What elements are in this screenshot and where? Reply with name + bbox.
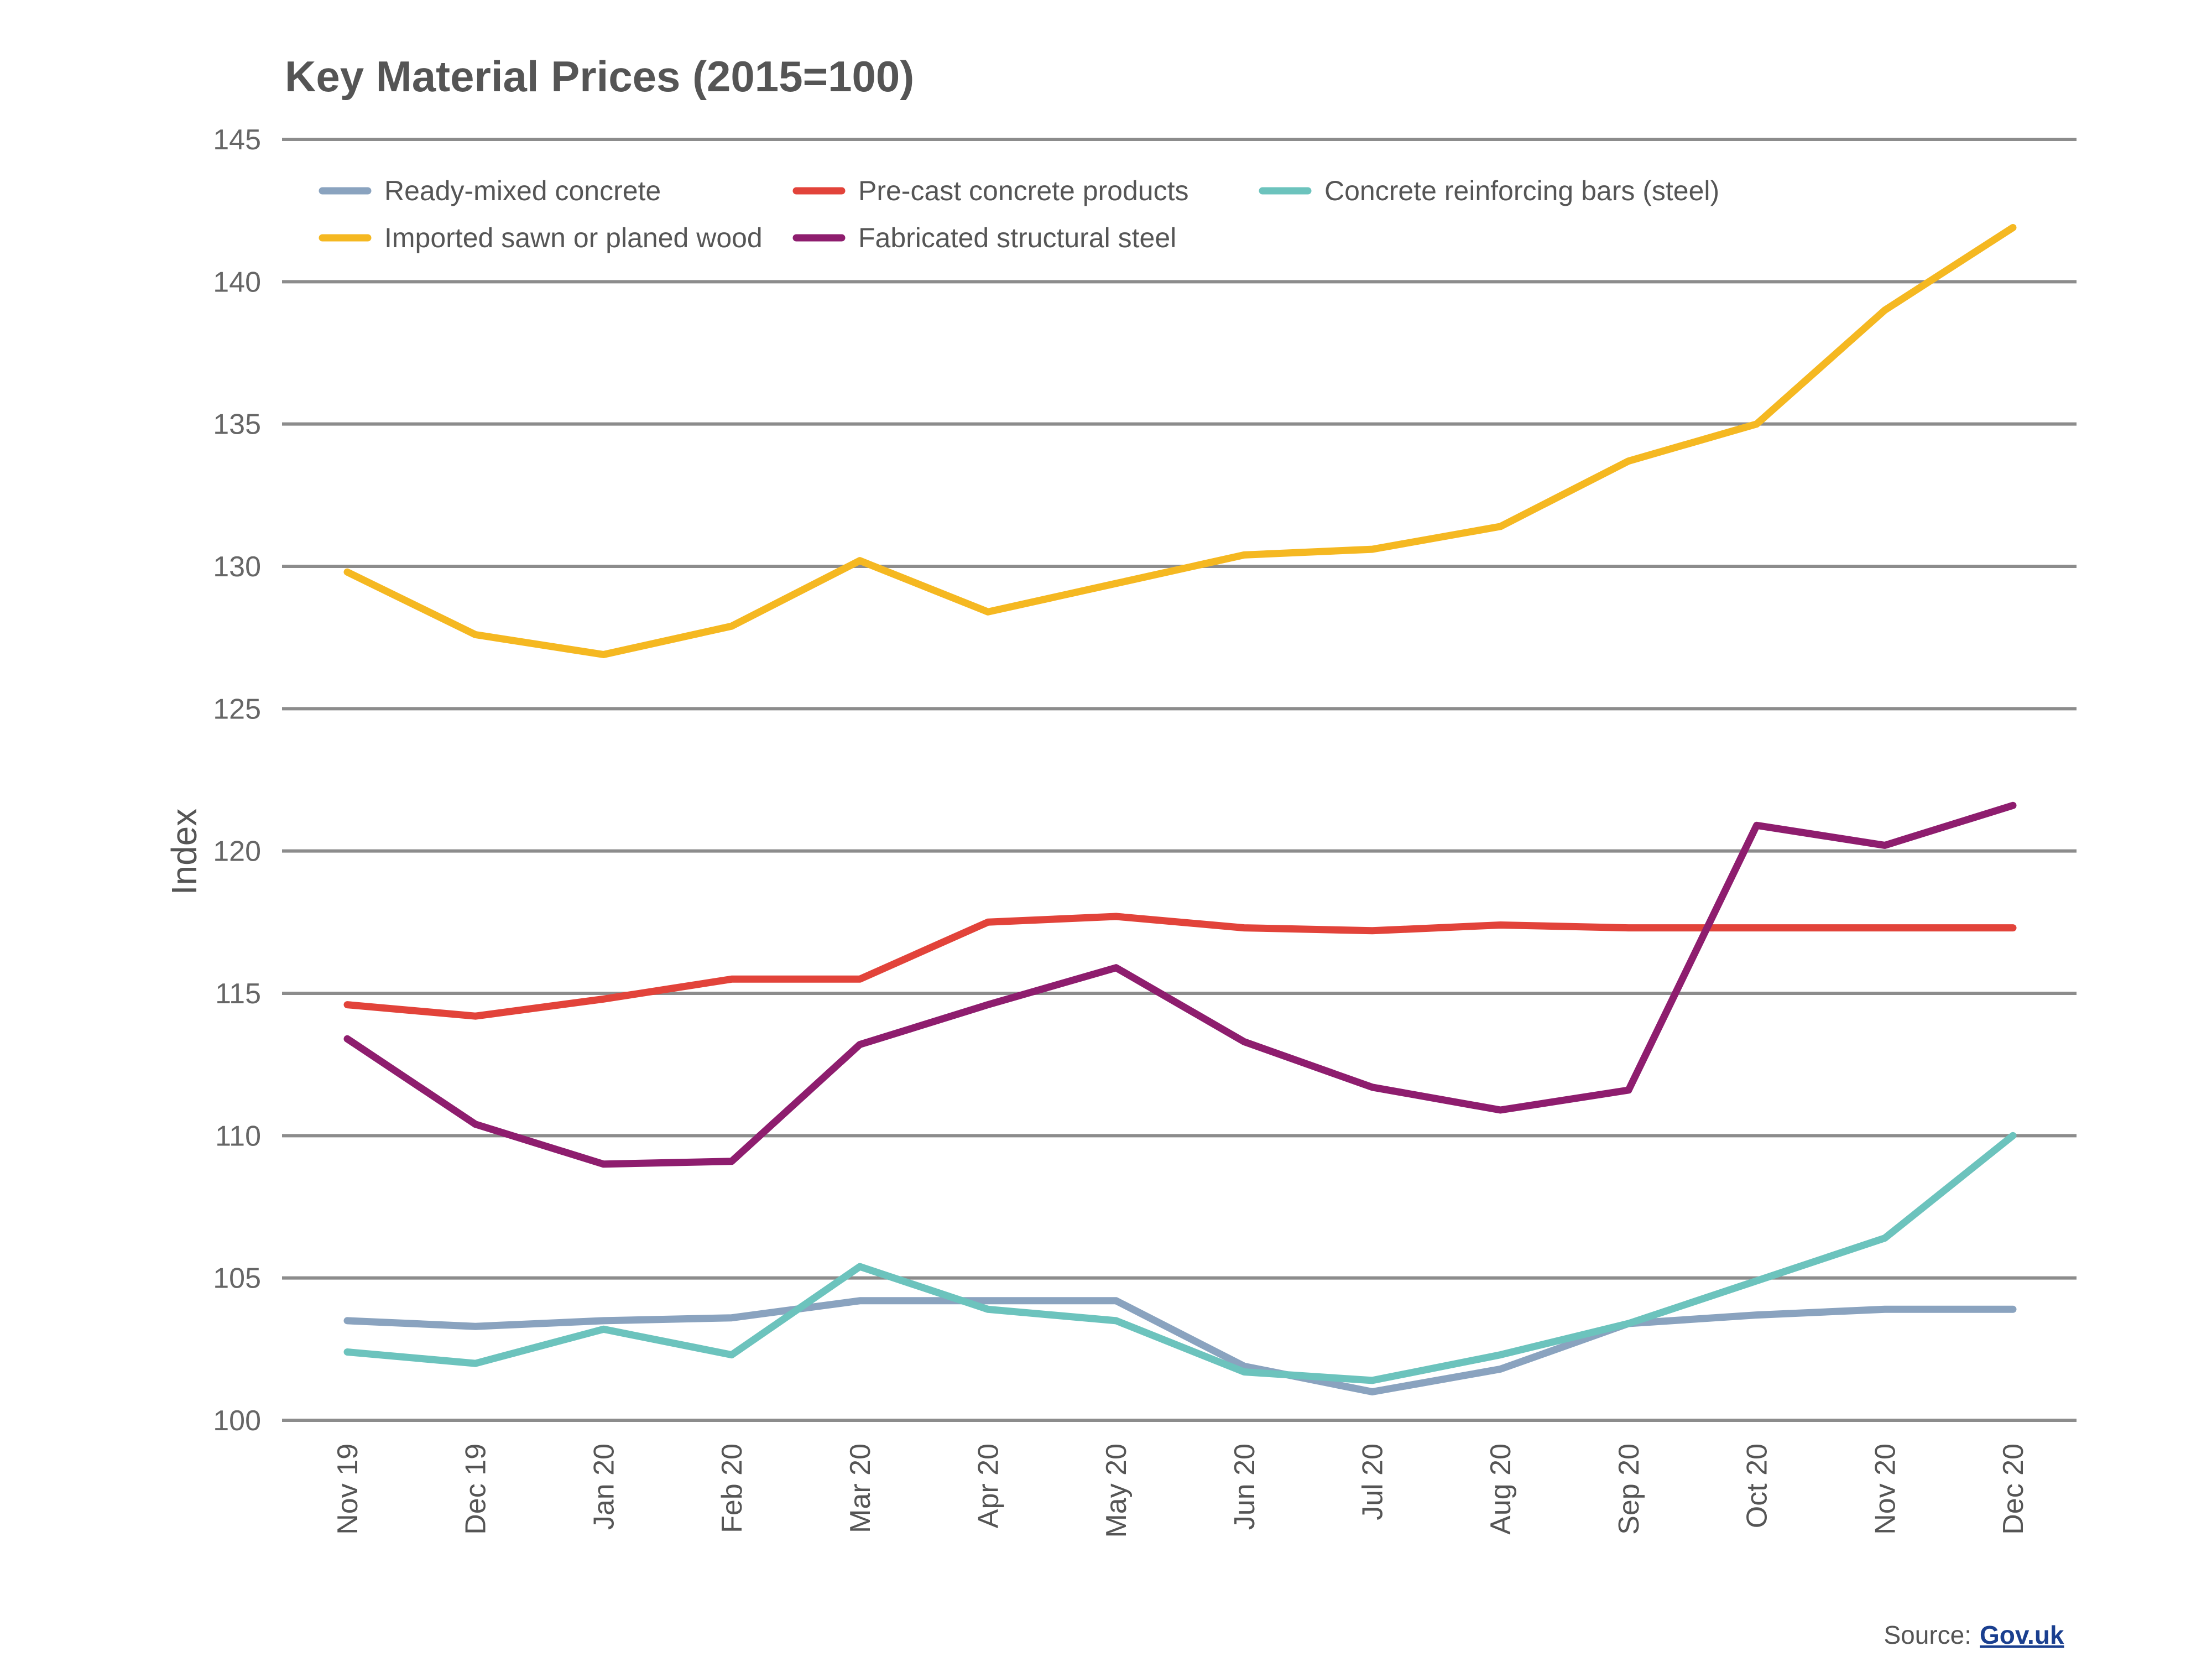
x-tick-label: Mar 20	[844, 1444, 877, 1533]
y-tick-label: 130	[213, 551, 261, 583]
legend-label: Imported sawn or planed wood	[384, 222, 763, 253]
source-label: Source:	[1884, 1621, 1971, 1649]
legend-item: Imported sawn or planed wood	[319, 222, 763, 253]
series-line-4	[343, 801, 2017, 1168]
y-axis-ticks: 100 105 110 115 120 125 130 135 140 145	[213, 124, 261, 1437]
y-tick-label: 105	[213, 1263, 261, 1295]
legend-item: Ready-mixed concrete	[319, 175, 661, 206]
y-tick-label: 140	[213, 266, 261, 298]
y-tick-label: 110	[215, 1120, 261, 1152]
x-tick-label: Dec 19	[460, 1444, 492, 1535]
x-tick-label: Apr 20	[972, 1444, 1004, 1528]
legend-item: Concrete reinforcing bars (steel)	[1259, 175, 1719, 206]
legend-label: Ready-mixed concrete	[384, 175, 661, 206]
legend-label: Fabricated structural steel	[858, 222, 1176, 253]
y-tick-label: 145	[213, 124, 261, 156]
series-line-1	[343, 913, 2017, 1020]
x-tick-label: Aug 20	[1485, 1444, 1517, 1535]
legend-item: Pre-cast concrete products	[792, 175, 1189, 206]
x-tick-label: Nov 19	[332, 1444, 364, 1535]
legend-label: Concrete reinforcing bars (steel)	[1324, 175, 1719, 206]
series-line-3	[343, 224, 2017, 658]
x-tick-label: Oct 20	[1741, 1444, 1773, 1528]
x-tick-label: Dec 20	[1997, 1444, 2030, 1535]
y-tick-label: 100	[213, 1405, 261, 1437]
source-link[interactable]: Gov.uk	[1980, 1621, 2064, 1649]
x-tick-label: Jan 20	[588, 1444, 620, 1530]
legend-item: Fabricated structural steel	[792, 222, 1176, 253]
y-axis-label: Index	[164, 809, 204, 895]
x-axis-ticks: Nov 19 Dec 19 Jan 20 Feb 20 Mar 20 Apr 20 May …	[332, 1444, 2030, 1538]
x-tick-label: Jun 20	[1229, 1444, 1261, 1530]
y-tick-label: 115	[215, 978, 261, 1010]
y-tick-label: 120	[213, 836, 261, 868]
y-tick-label: 125	[213, 693, 261, 725]
gridlines	[282, 138, 2077, 1422]
chart-title: Key Material Prices (2015=100)	[285, 52, 914, 101]
series-line-2	[343, 1132, 2017, 1384]
x-tick-label: Feb 20	[716, 1444, 748, 1533]
x-tick-label: Nov 20	[1869, 1444, 1901, 1535]
x-tick-label: May 20	[1100, 1444, 1133, 1538]
series-line-0	[343, 1297, 2017, 1395]
series-lines	[343, 224, 2017, 1395]
legend: Ready-mixed concrete Pre-cast concrete pr…	[319, 175, 1719, 253]
y-tick-label: 135	[213, 409, 261, 441]
x-tick-label: Jul 20	[1357, 1444, 1389, 1520]
x-tick-label: Sep 20	[1613, 1444, 1645, 1535]
legend-label: Pre-cast concrete products	[858, 175, 1189, 206]
source-note: Source: Gov.uk	[1884, 1621, 2064, 1649]
